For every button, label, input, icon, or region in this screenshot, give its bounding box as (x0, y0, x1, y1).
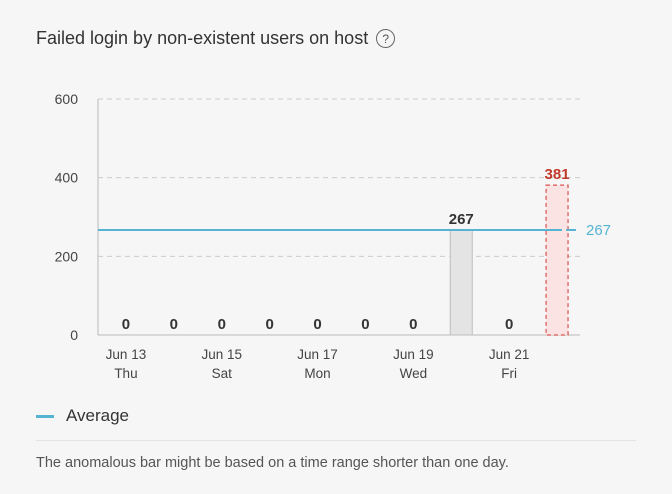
y-tick-label-600: 600 (55, 91, 79, 107)
y-tick-label-200: 200 (55, 248, 79, 264)
x-tick-day-jun-13: Thu (114, 366, 137, 381)
card-title-row: Failed login by non-existent users on ho… (36, 28, 396, 49)
x-tick-day-jun-21: Fri (501, 366, 517, 381)
x-tick-date-jun-21: Jun 21 (489, 347, 530, 362)
bar-jun-20 (449, 229, 473, 336)
bar-value-label-jun-22: 381 (545, 166, 570, 183)
bar-value-label-jun-20: 267 (449, 211, 474, 228)
bar-chart: 0 200 400 600 0 0 0 0 0 0 0 267 0 381 267 Jun 13 Thu Jun … (55, 91, 611, 381)
chart-legend: Average (36, 406, 129, 426)
divider (36, 440, 636, 441)
average-value-label: 267 (586, 222, 611, 239)
x-tick-date-jun-17: Jun 17 (297, 347, 338, 362)
bar-value-label-jun-14: 0 (170, 316, 178, 333)
bar-value-label-jun-21: 0 (505, 316, 513, 333)
card-title: Failed login by non-existent users on ho… (36, 28, 369, 48)
x-tick-date-jun-15: Jun 15 (201, 347, 242, 362)
bar-value-label-jun-19: 0 (409, 316, 417, 333)
bar-value-label-jun-13: 0 (122, 316, 130, 333)
x-tick-day-jun-15: Sat (212, 366, 233, 381)
bar-value-label-jun-15: 0 (218, 316, 226, 333)
average-legend-swatch (36, 414, 54, 418)
average-legend-label: Average (66, 406, 130, 425)
bar-anomalous (545, 184, 569, 336)
x-tick-day-jun-19: Wed (400, 366, 428, 381)
x-tick-date-jun-19: Jun 19 (393, 347, 434, 362)
y-tick-label-0: 0 (70, 327, 78, 343)
bar-value-label-jun-16: 0 (265, 316, 273, 333)
y-tick-label-400: 400 (55, 170, 79, 186)
anomaly-note: The anomalous bar might be based on a ti… (36, 455, 509, 471)
bar-value-label-jun-17: 0 (313, 316, 321, 333)
x-tick-day-jun-17: Mon (304, 366, 330, 381)
help-icon[interactable]: ? (376, 29, 396, 48)
x-tick-date-jun-13: Jun 13 (106, 347, 147, 362)
bar-value-label-jun-18: 0 (361, 316, 369, 333)
